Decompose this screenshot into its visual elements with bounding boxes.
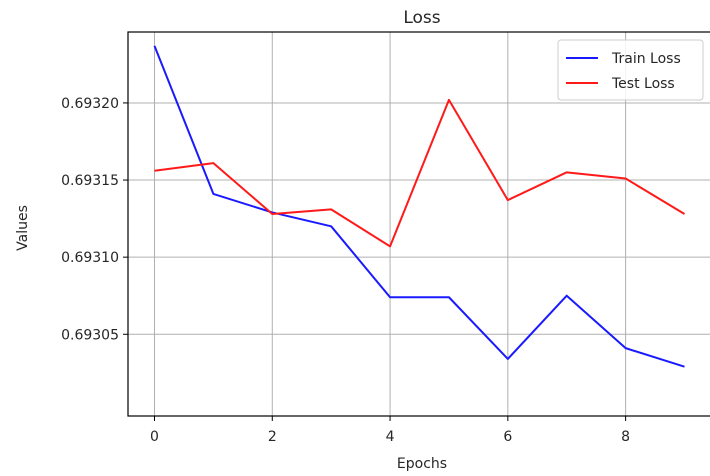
y-axis-ticks: 0.69305 0.69310 0.69315 0.69320 — [61, 96, 128, 343]
series-layer — [153, 45, 686, 368]
legend-label: Train Loss — [611, 51, 681, 67]
x-tick-label: 0 — [150, 429, 159, 445]
y-tick-label: 0.69315 — [61, 173, 119, 189]
x-axis-label: Epochs — [397, 456, 447, 472]
x-tick-label: 4 — [386, 429, 395, 445]
plot-frame — [127, 31, 710, 417]
x-axis-ticks: 0 2 4 6 8 — [150, 416, 630, 445]
x-tick-label: 2 — [268, 429, 277, 445]
y-tick-label: 0.69305 — [61, 327, 119, 343]
y-tick-label: 0.69320 — [61, 96, 119, 112]
y-axis-label: Values — [15, 205, 31, 251]
chart-title: Loss — [403, 8, 440, 28]
grid — [128, 32, 710, 416]
series-line-0 — [153, 45, 685, 368]
y-tick-label: 0.69310 — [61, 250, 119, 266]
x-tick-label: 6 — [503, 429, 512, 445]
legend-box — [557, 39, 704, 101]
x-tick-label: 8 — [621, 429, 630, 445]
legend: Train Loss Test Loss — [557, 39, 704, 101]
series-line-1 — [154, 98, 686, 248]
legend-label: Test Loss — [611, 76, 675, 92]
